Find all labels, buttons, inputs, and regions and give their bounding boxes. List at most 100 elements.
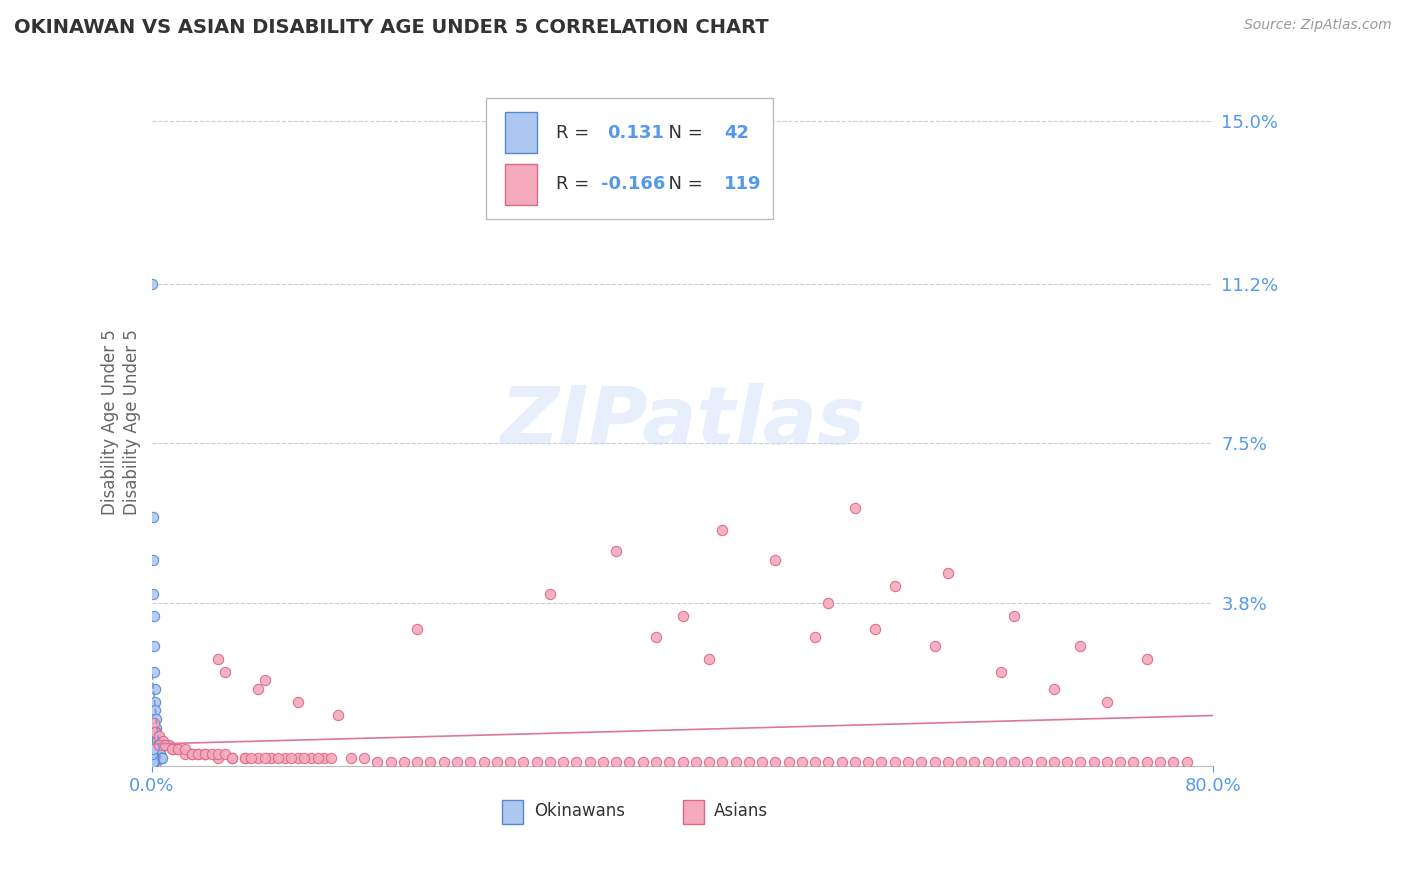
Point	[751, 755, 773, 769]
Point	[142, 755, 165, 769]
Point	[1109, 755, 1132, 769]
Point	[148, 747, 170, 761]
Point	[326, 707, 349, 722]
Point	[863, 622, 886, 636]
Point	[990, 755, 1012, 769]
Point	[187, 747, 209, 761]
Point	[1002, 755, 1025, 769]
Point	[870, 755, 893, 769]
Text: N =: N =	[657, 175, 709, 194]
Point	[145, 721, 167, 735]
Bar	[502, 799, 523, 823]
Point	[233, 751, 256, 765]
Point	[141, 755, 163, 769]
Point	[146, 733, 169, 747]
Point	[260, 751, 283, 765]
Point	[240, 751, 263, 765]
Point	[538, 755, 561, 769]
Point	[1029, 755, 1052, 769]
Point	[936, 566, 959, 580]
Point	[804, 755, 827, 769]
Point	[485, 755, 508, 769]
Text: Disability Age Under 5: Disability Age Under 5	[100, 329, 118, 515]
Point	[180, 747, 202, 761]
Point	[817, 596, 839, 610]
Point	[645, 630, 668, 644]
Point	[155, 738, 177, 752]
Point	[1043, 681, 1066, 696]
Point	[526, 755, 548, 769]
Text: 119: 119	[724, 175, 762, 194]
Point	[883, 579, 905, 593]
Point	[1069, 639, 1091, 653]
Point	[253, 673, 276, 688]
Point	[565, 755, 588, 769]
Point	[149, 751, 172, 765]
Point	[605, 755, 627, 769]
Point	[142, 755, 165, 769]
Point	[148, 729, 170, 743]
Point	[671, 608, 693, 623]
Point	[180, 747, 202, 761]
Point	[150, 751, 173, 765]
Point	[406, 622, 429, 636]
Point	[433, 755, 456, 769]
Point	[187, 747, 209, 761]
Text: OKINAWAN VS ASIAN DISABILITY AGE UNDER 5 CORRELATION CHART: OKINAWAN VS ASIAN DISABILITY AGE UNDER 5…	[14, 18, 769, 37]
Point	[897, 755, 920, 769]
Point	[149, 751, 172, 765]
Point	[142, 742, 165, 756]
Point	[778, 755, 800, 769]
Point	[419, 755, 441, 769]
Point	[538, 587, 561, 601]
Point	[990, 665, 1012, 679]
Point	[804, 630, 827, 644]
Text: R =: R =	[557, 175, 595, 194]
Point	[512, 755, 534, 769]
Text: 42: 42	[724, 124, 749, 142]
Point	[247, 681, 270, 696]
Point	[174, 747, 197, 761]
Point	[155, 738, 177, 752]
Text: R =: R =	[557, 124, 595, 142]
Point	[146, 738, 169, 752]
Point	[142, 755, 165, 769]
Point	[499, 755, 522, 769]
Point	[146, 733, 169, 747]
Text: N =: N =	[657, 124, 709, 142]
Point	[287, 751, 309, 765]
Point	[233, 751, 256, 765]
Point	[143, 725, 166, 739]
Point	[1002, 608, 1025, 623]
Point	[146, 738, 169, 752]
Text: -0.166: -0.166	[600, 175, 665, 194]
Point	[142, 509, 165, 524]
Point	[340, 751, 363, 765]
Point	[148, 738, 170, 752]
Point	[605, 544, 627, 558]
Point	[143, 681, 166, 696]
Point	[142, 755, 165, 769]
Point	[1095, 755, 1118, 769]
Point	[1069, 755, 1091, 769]
Point	[763, 755, 786, 769]
Point	[142, 751, 165, 765]
Point	[149, 747, 172, 761]
Point	[157, 738, 180, 752]
Point	[446, 755, 468, 769]
Point	[194, 747, 217, 761]
Point	[353, 751, 375, 765]
Point	[143, 665, 166, 679]
Point	[142, 755, 165, 769]
Point	[406, 755, 429, 769]
Point	[1136, 652, 1159, 666]
Point	[697, 652, 720, 666]
Point	[1161, 755, 1184, 769]
Bar	[682, 799, 704, 823]
Point	[307, 751, 329, 765]
Point	[817, 755, 839, 769]
Text: Okinawans: Okinawans	[534, 802, 624, 821]
Point	[221, 751, 243, 765]
Point	[711, 755, 734, 769]
Point	[458, 755, 481, 769]
